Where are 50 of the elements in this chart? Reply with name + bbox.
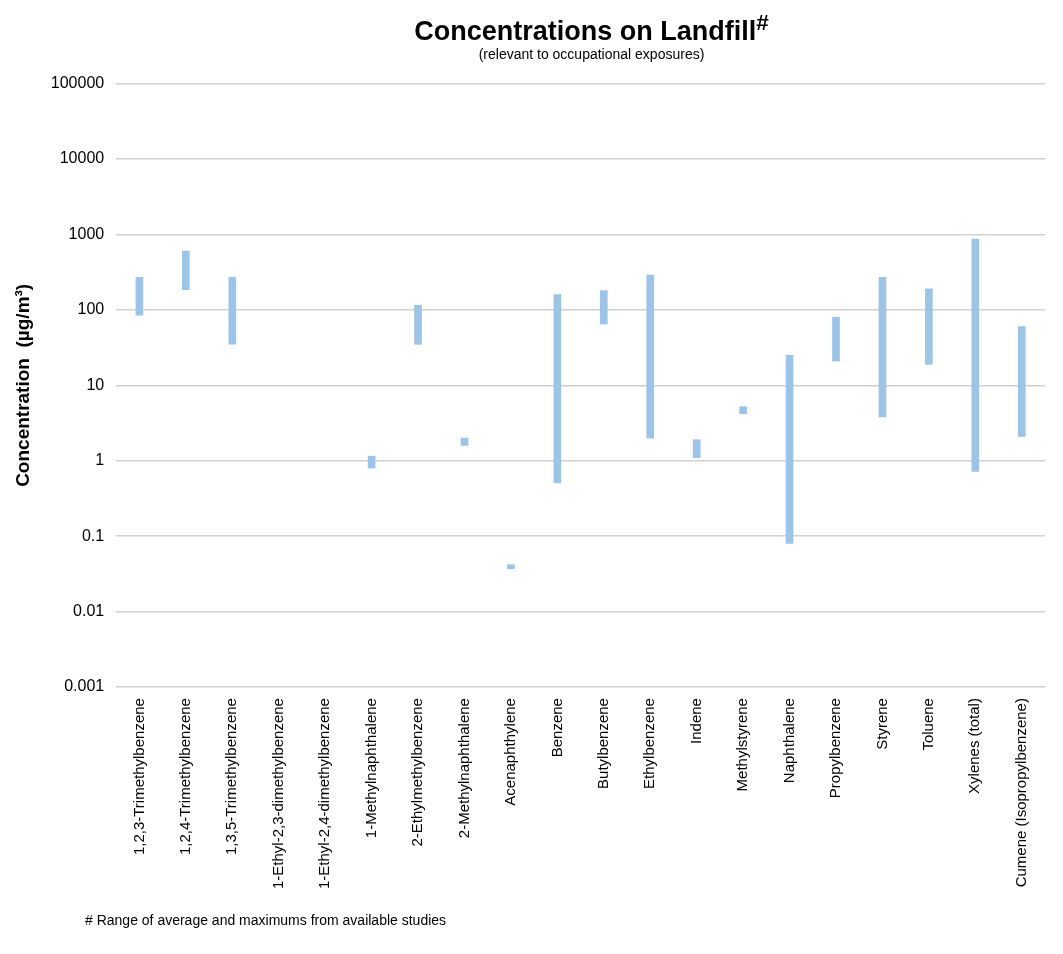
bar bbox=[925, 288, 933, 365]
y-tick-label: 0.001 bbox=[64, 677, 105, 695]
bar bbox=[460, 437, 469, 446]
x-tick-label: Styrene bbox=[872, 698, 890, 750]
x-tick-label: Cumene (Isopropylbenzene) bbox=[1011, 698, 1029, 888]
x-tick-label: 1,2,3-Trimethylbenzene bbox=[129, 698, 147, 856]
y-tick-label: 1000 bbox=[68, 224, 105, 242]
bar bbox=[599, 290, 608, 325]
x-tick-label: 1-Ethyl-2,3-dimethylbenzene bbox=[268, 698, 286, 889]
y-tick-label: 0.1 bbox=[81, 526, 105, 544]
bar bbox=[692, 439, 701, 458]
x-tick-label: Xylenes (total) bbox=[965, 698, 983, 794]
x-tick-label: Propylbenzene bbox=[826, 698, 844, 799]
y-tick-label: 1 bbox=[95, 451, 105, 469]
x-tick-label: Toluene bbox=[919, 698, 937, 751]
x-tick-label: Benzene bbox=[547, 698, 565, 758]
y-tick-label: 10 bbox=[86, 375, 105, 393]
x-tick-label: 1-Ethyl-2,4-dimethylbenzene bbox=[315, 698, 333, 889]
x-tick-label: Acenaphthylene bbox=[501, 698, 519, 806]
bar bbox=[414, 304, 422, 345]
x-tick-label: Butylbenzene bbox=[593, 698, 611, 789]
bar bbox=[553, 294, 562, 484]
y-tick-label: 100 bbox=[77, 300, 105, 318]
bar bbox=[646, 274, 655, 439]
bar bbox=[507, 564, 515, 570]
bar bbox=[971, 238, 980, 472]
bar bbox=[832, 316, 840, 362]
y-tick-label: 10000 bbox=[59, 149, 105, 167]
x-tick-label: Naphthalene bbox=[779, 698, 797, 784]
x-tick-label: Indene bbox=[686, 698, 704, 744]
bar bbox=[182, 250, 190, 291]
bar bbox=[135, 277, 144, 316]
x-tick-label: 2-Ethylmethylbenzene bbox=[408, 698, 426, 847]
bar bbox=[878, 277, 887, 418]
x-tick-label: 1,2,4-Trimethylbenzene bbox=[175, 698, 193, 856]
bar bbox=[228, 277, 237, 345]
text: # Range of average and maximums from available studies bbox=[85, 912, 448, 928]
x-tick-label: Ethylbenzene bbox=[640, 698, 658, 789]
chart-title: Concentrations on Landfill$^{#}$ bbox=[413, 9, 770, 46]
x-tick-label: 1-Methylnaphthalene bbox=[361, 698, 379, 839]
bar bbox=[739, 406, 747, 415]
bar bbox=[1017, 326, 1026, 437]
y-tick-label: 100000 bbox=[50, 74, 105, 92]
chart-subtitle: (relevant to occupational exposures) bbox=[477, 46, 706, 62]
x-tick-label: 1,3,5-Trimethylbenzene bbox=[222, 698, 240, 856]
y-tick-label: 0.01 bbox=[73, 602, 105, 620]
bar bbox=[785, 355, 794, 544]
x-tick-label: 2-Methylnaphthalene bbox=[454, 698, 472, 839]
x-tick-label: Methylstyrene bbox=[733, 698, 751, 792]
y-axis-title: Concentration (µg/m³) bbox=[11, 283, 33, 487]
